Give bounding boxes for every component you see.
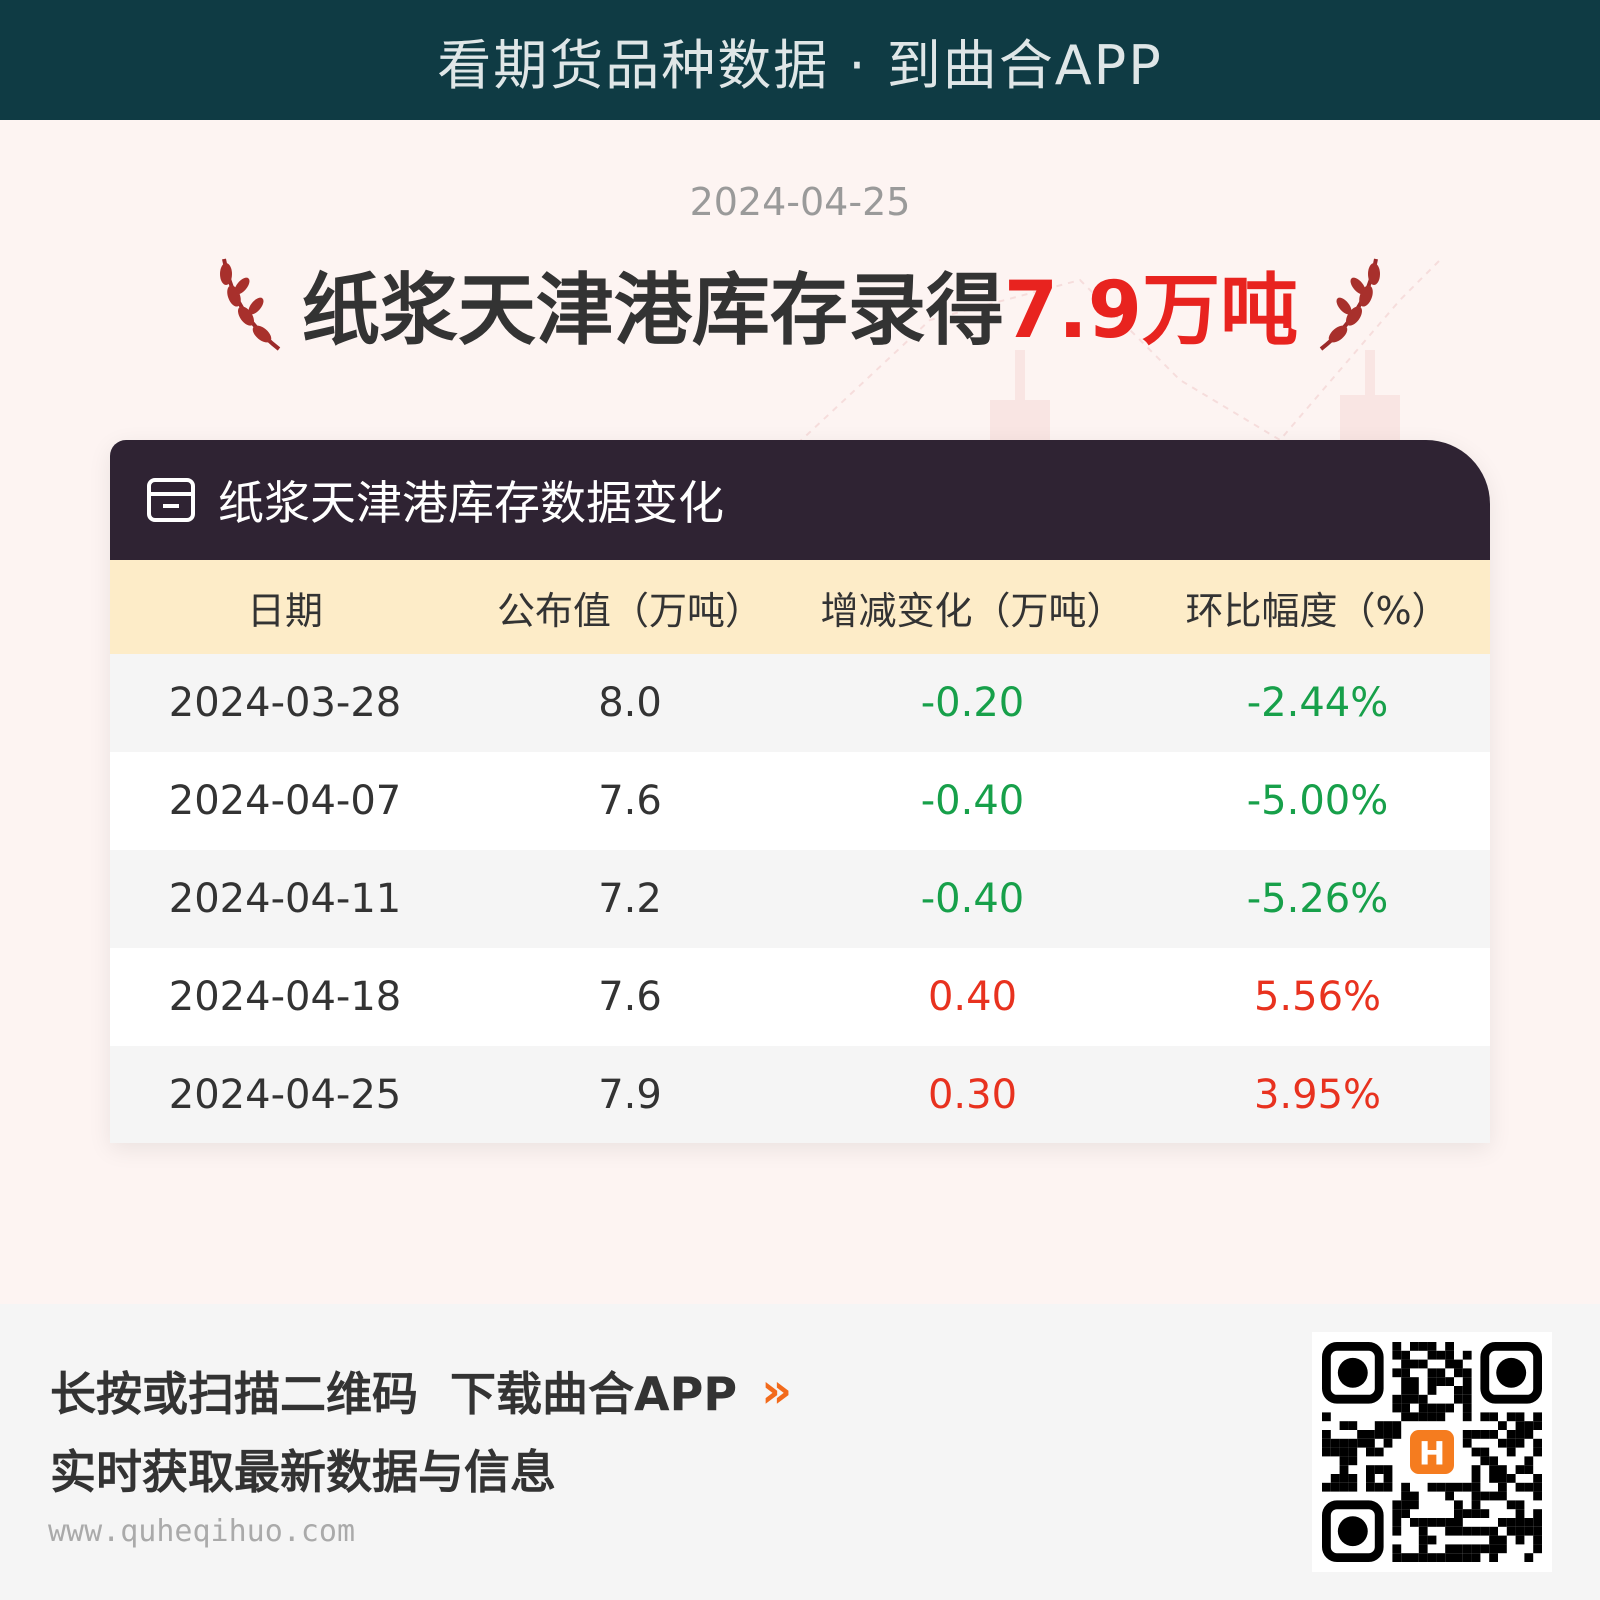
- double-chevron-right-icon: »: [761, 1363, 793, 1419]
- laurel-left-icon: [219, 258, 281, 351]
- cell-percent: 3.95%: [1253, 1072, 1382, 1118]
- archive-box-icon: [147, 478, 195, 522]
- table-body: 2024-03-28 8.0 -0.20 -2.44% 2024-04-07 7.6 -0.…: [110, 654, 1490, 1143]
- headline-text: 纸浆天津港库存录得: [301, 266, 1004, 356]
- column-header-date: 日期: [246, 588, 323, 633]
- cell-percent: -2.44%: [1246, 680, 1389, 726]
- laurel-right-icon: [1319, 258, 1381, 351]
- table-row: 2024-03-28 8.0 -0.20 -2.44%: [110, 654, 1490, 752]
- card-header: 纸浆天津港库存数据变化: [110, 440, 1490, 560]
- cell-date: 2024-04-11: [168, 876, 402, 922]
- card-title: 纸浆天津港库存数据变化: [218, 476, 724, 530]
- top-banner: 看期货品种数据 · 到曲合APP: [0, 0, 1600, 120]
- cell-change: -0.20: [920, 680, 1025, 726]
- cell-value: 7.9: [598, 1072, 662, 1118]
- cell-change: 0.30: [927, 1072, 1018, 1118]
- footer: 长按或扫描二维码 下载曲合APP » 实时获取最新数据与信息 www.quheqi…: [0, 1304, 1600, 1600]
- website-url[interactable]: www.quheqihuo.com: [48, 1514, 356, 1549]
- cell-date: 2024-04-18: [168, 974, 402, 1020]
- column-header-percent: 环比幅度（%）: [1185, 588, 1450, 633]
- cell-change: -0.40: [920, 876, 1025, 922]
- qr-code[interactable]: H: [1312, 1332, 1552, 1572]
- data-card: 纸浆天津港库存数据变化 日期 公布值（万吨） 增减变化（万吨） 环比幅度（%） …: [110, 440, 1490, 1143]
- cell-change: -0.40: [920, 778, 1025, 824]
- footer-subtitle: 实时获取最新数据与信息: [50, 1445, 556, 1499]
- cell-value: 7.6: [598, 778, 662, 824]
- footer-cta: 长按或扫描二维码 下载曲合APP: [50, 1367, 738, 1421]
- table-row: 2024-04-11 7.2 -0.40 -5.26%: [110, 850, 1490, 948]
- cell-change: 0.40: [927, 974, 1018, 1020]
- cell-date: 2024-03-28: [168, 680, 402, 726]
- banner-text: 看期货品种数据 · 到曲合APP: [437, 33, 1163, 97]
- table-row: 2024-04-07 7.6 -0.40 -5.00%: [110, 752, 1490, 850]
- table-row: 2024-04-18 7.6 0.40 5.56%: [110, 948, 1490, 1046]
- column-header-value: 公布值（万吨）: [496, 588, 763, 633]
- cell-percent: -5.26%: [1246, 876, 1389, 922]
- cell-percent: 5.56%: [1253, 974, 1382, 1020]
- cell-date: 2024-04-25: [168, 1072, 402, 1118]
- cell-percent: -5.00%: [1246, 778, 1389, 824]
- cell-date: 2024-04-07: [168, 778, 402, 824]
- report-date: 2024-04-25: [689, 180, 911, 224]
- svg-text:H: H: [1419, 1436, 1446, 1472]
- headline: 纸浆天津港库存录得7.9万吨: [0, 248, 1600, 360]
- cell-value: 7.2: [598, 876, 662, 922]
- cell-value: 7.6: [598, 974, 662, 1020]
- table-header: 日期 公布值（万吨） 增减变化（万吨） 环比幅度（%）: [110, 560, 1490, 654]
- column-header-change: 增减变化（万吨）: [820, 588, 1125, 633]
- cell-value: 8.0: [598, 680, 662, 726]
- qr-code-image: H: [1322, 1342, 1542, 1562]
- table-row: 2024-04-25 7.9 0.30 3.95%: [110, 1046, 1490, 1143]
- headline-value: 7.9万吨: [1003, 266, 1299, 356]
